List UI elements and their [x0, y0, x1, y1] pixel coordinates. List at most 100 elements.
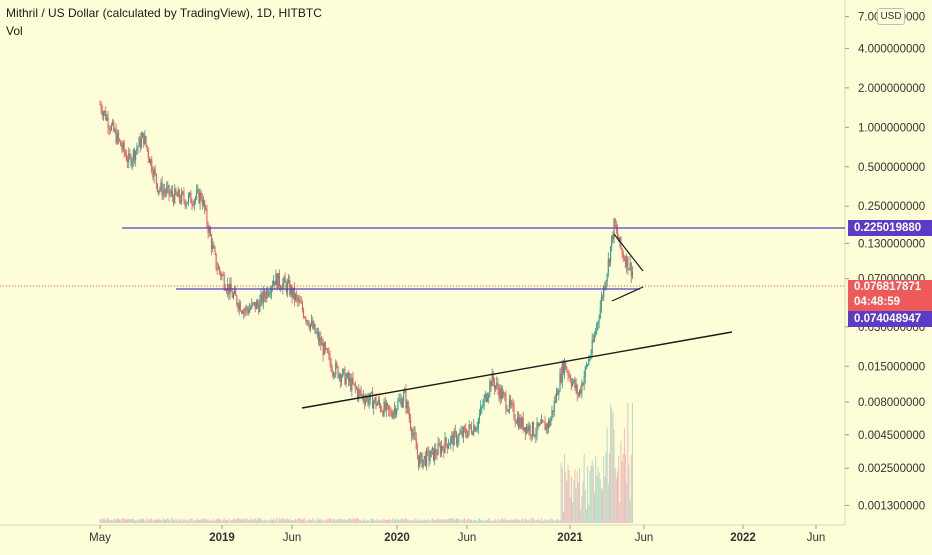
volume-bar: [304, 518, 306, 523]
candle-body: [137, 146, 139, 149]
candle-body: [557, 390, 559, 396]
candle-body: [552, 410, 554, 413]
volume-bar: [592, 466, 594, 523]
volume-bar: [561, 467, 563, 523]
volume-bar: [281, 518, 283, 523]
candle-body: [611, 235, 613, 247]
volume-bar: [556, 519, 558, 523]
candle-body: [386, 403, 389, 406]
volume-bar: [114, 519, 116, 523]
candle-body: [503, 392, 505, 394]
volume-bar: [545, 519, 547, 523]
candle-body: [296, 294, 298, 298]
candle-body: [242, 311, 244, 314]
candle-body: [530, 434, 532, 436]
volume-bar: [484, 520, 486, 523]
volume-bar: [574, 469, 576, 523]
candle-body: [504, 393, 506, 397]
candle-body: [313, 324, 315, 329]
volume-bar: [207, 519, 209, 523]
volume-bar: [535, 520, 537, 523]
candle-body: [342, 369, 344, 377]
volume-bar: [431, 518, 433, 523]
volume-bar: [217, 518, 219, 523]
volume-bar: [360, 519, 362, 523]
volume-bar: [280, 519, 282, 523]
candle-body: [340, 376, 343, 382]
candle-body: [361, 394, 363, 396]
candle-body: [585, 365, 587, 367]
candle-body: [343, 369, 345, 371]
candle-body: [541, 420, 543, 424]
candle-body: [551, 410, 553, 419]
volume-bar: [544, 518, 546, 523]
volume-bar: [170, 518, 172, 523]
candle-body: [450, 437, 452, 445]
candle-body: [598, 318, 600, 322]
candle-body: [468, 424, 470, 431]
candle-body: [337, 366, 339, 378]
candle-body: [543, 421, 545, 423]
candle-body: [565, 361, 567, 370]
candle-body: [122, 142, 124, 149]
volume-bar: [594, 492, 595, 523]
candle-body: [270, 287, 272, 294]
candle-body: [573, 379, 575, 383]
volume-bar: [267, 520, 269, 523]
volume-bar: [399, 520, 401, 523]
volume-bar: [534, 520, 536, 523]
candle-body: [211, 236, 213, 250]
volume-bar: [269, 520, 271, 523]
candle-body: [275, 273, 277, 285]
volume-bar: [330, 518, 332, 523]
volume-bar: [177, 520, 179, 523]
time-tick-label: 2020: [384, 532, 410, 544]
candle-body: [505, 396, 507, 410]
candle-body: [515, 421, 517, 424]
candle-body: [177, 190, 179, 197]
volume-bar: [201, 518, 203, 523]
volume-bar: [231, 519, 233, 523]
candle-body: [447, 445, 449, 449]
candle-body: [602, 296, 604, 298]
candle-body: [595, 331, 597, 335]
volume-bar: [526, 519, 528, 523]
volume-bar: [498, 519, 500, 523]
volume-bar: [181, 520, 183, 523]
volume-bar: [284, 518, 286, 523]
candle-body: [179, 199, 182, 203]
volume-bar: [565, 471, 567, 523]
volume-bar: [444, 518, 446, 523]
volume-bar: [436, 518, 438, 523]
candle-body: [109, 128, 111, 130]
candle-body: [553, 400, 555, 413]
volume-bar: [163, 519, 165, 523]
volume-bar: [174, 518, 176, 523]
candle-body: [415, 439, 417, 450]
candle-body: [560, 373, 562, 383]
volume-bar: [617, 471, 618, 523]
candle-body: [522, 417, 524, 431]
chart-title: Mithril / US Dollar (calculated by Tradi…: [6, 6, 322, 20]
candle-body: [630, 262, 632, 277]
volume-bar: [500, 518, 502, 523]
candle-body: [400, 398, 402, 407]
volume-bar: [140, 519, 142, 523]
candle-body: [123, 142, 125, 153]
time-tick-label: Jun: [283, 532, 302, 544]
candle-body: [441, 446, 443, 454]
volume-bar: [166, 518, 168, 523]
volume-bar: [375, 520, 377, 523]
candle-body: [165, 191, 167, 193]
volume-bar: [406, 519, 408, 523]
candle-body: [399, 398, 401, 401]
volume-bar: [381, 520, 383, 523]
volume-bar: [541, 518, 543, 523]
volume-bar: [604, 476, 606, 523]
candle-body: [269, 293, 271, 295]
currency-selector[interactable]: USD: [877, 8, 905, 25]
candle-body: [372, 392, 374, 409]
candle-body: [455, 432, 458, 444]
